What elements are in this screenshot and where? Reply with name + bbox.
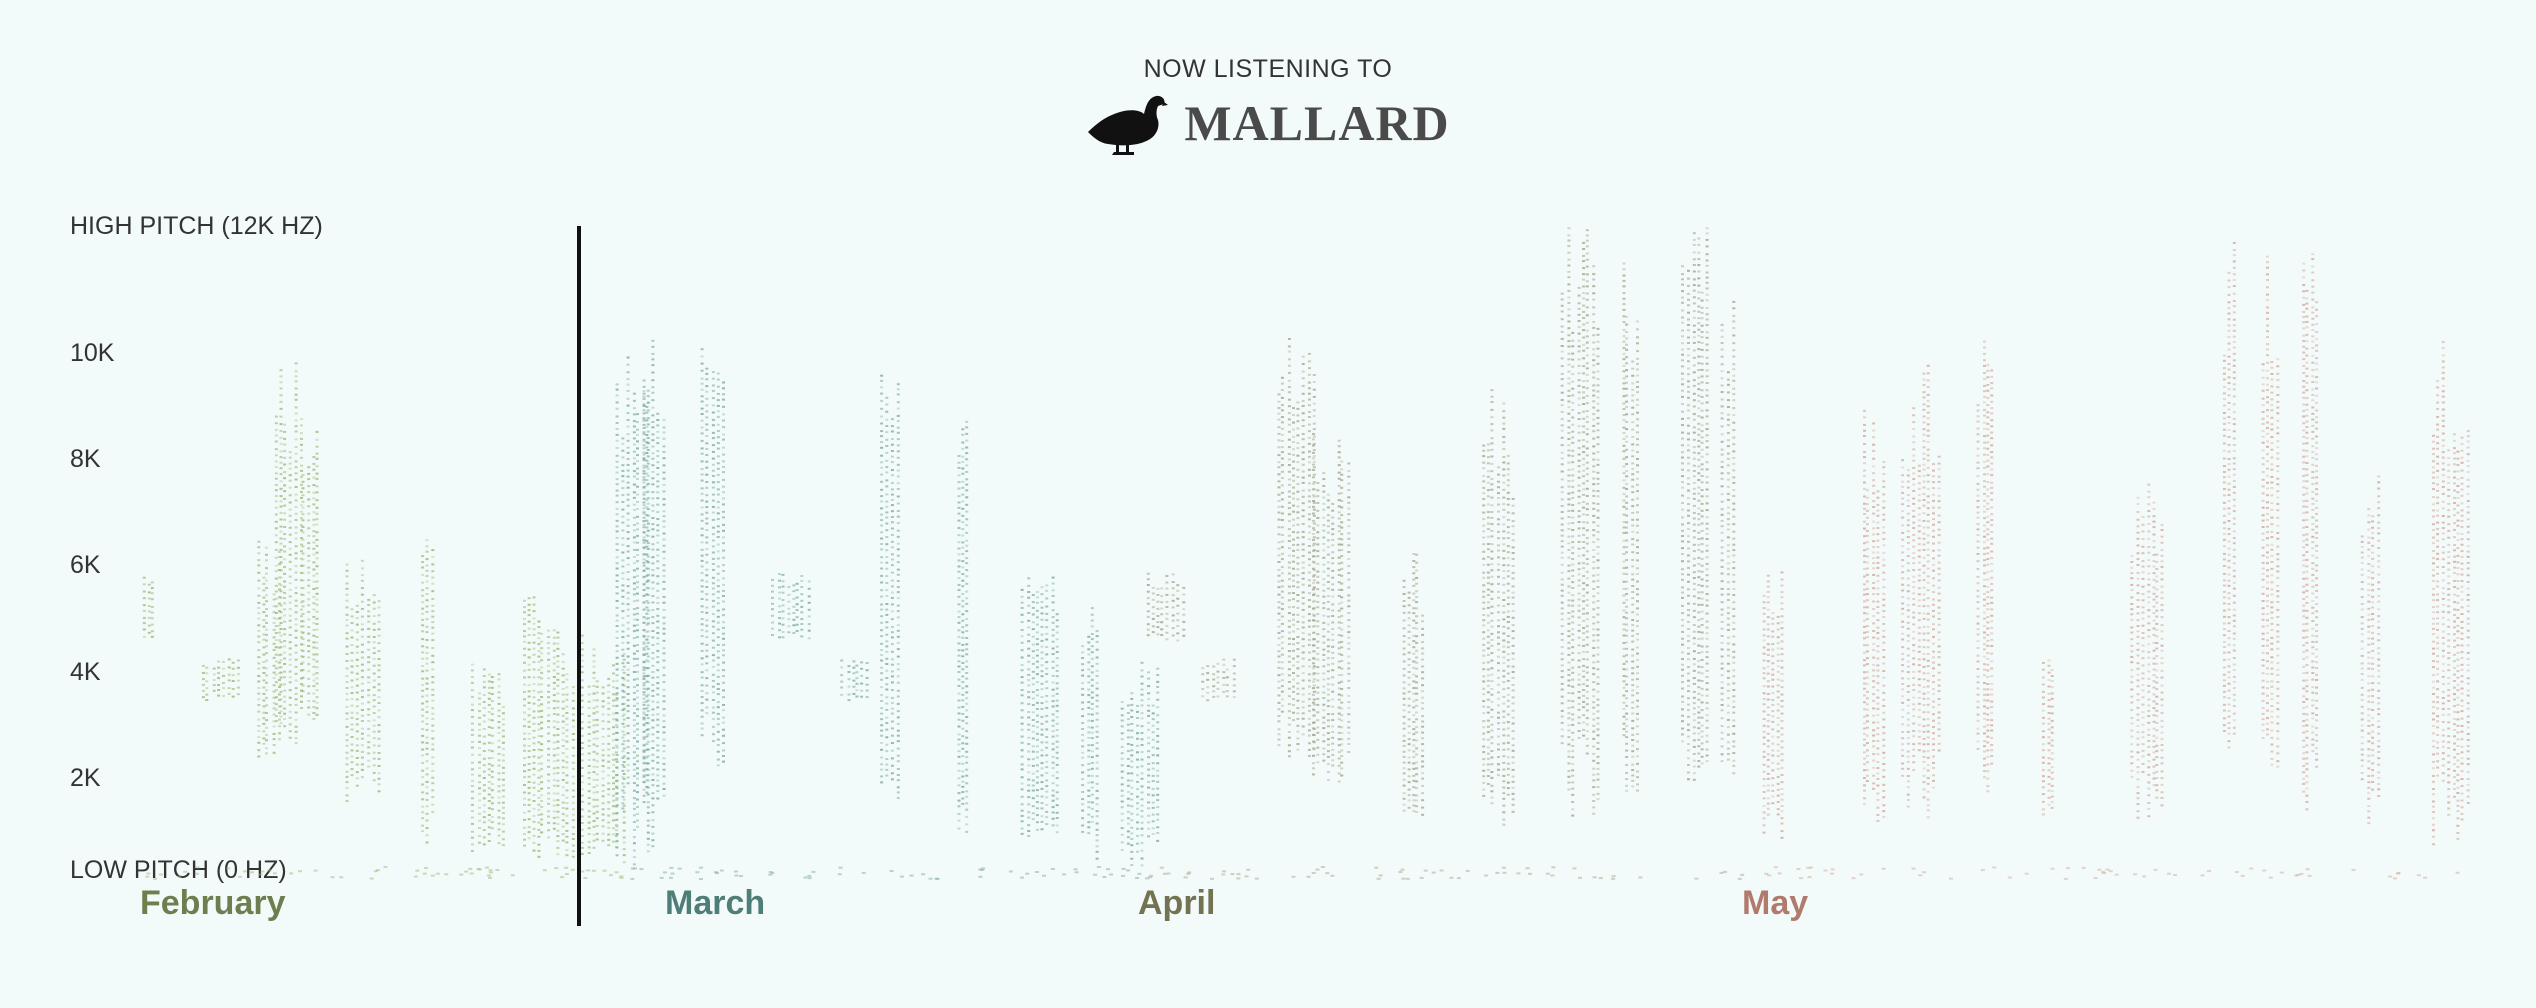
call-mark [957, 420, 969, 833]
call-mark [880, 374, 900, 799]
series-march [615, 339, 1160, 880]
y-tick-label: 10K [70, 339, 115, 367]
series-february [142, 362, 626, 880]
month-label-april: April [1138, 884, 1216, 922]
call-mark [1277, 338, 1316, 758]
call-mark [1681, 227, 1709, 781]
title-row: MALLARD [0, 88, 2536, 158]
series-april [1146, 227, 1745, 880]
y-tick-label: 4K [70, 658, 101, 686]
call-mark [1020, 576, 1059, 837]
y-axis-bottom-label: LOW PITCH (0 HZ) [70, 856, 287, 884]
now-listening-label: NOW LISTENING TO [1143, 55, 1393, 83]
species-title: MALLARD [1184, 95, 1450, 151]
call-mark [1720, 300, 1736, 775]
call-mark [1402, 553, 1425, 816]
low-band-noise [1147, 866, 1745, 880]
month-label-february: February [140, 884, 286, 922]
call-mark [561, 634, 591, 858]
low-band-noise [145, 866, 624, 880]
call-mark [2130, 483, 2164, 819]
y-tick-label: 2K [70, 764, 101, 792]
call-mark [421, 539, 435, 844]
call-mark [771, 573, 811, 640]
call-mark [700, 348, 725, 767]
low-band-noise [630, 866, 1150, 880]
duck-silhouette-icon [1088, 95, 1169, 155]
call-mark [2302, 253, 2319, 811]
call-mark [201, 658, 240, 701]
series-may [1762, 241, 2470, 880]
call-mark [642, 339, 666, 848]
call-mark [523, 596, 560, 858]
call-mark [1901, 364, 1941, 819]
call-mark [1201, 658, 1236, 702]
call-mark [1622, 262, 1639, 792]
call-mark [2041, 659, 2054, 816]
call-mark [2261, 255, 2280, 768]
header: NOW LISTENING TO MALLARD [0, 0, 2536, 200]
call-mark [1081, 607, 1099, 860]
y-axis-top-label: HIGH PITCH (12K HZ) [70, 212, 323, 240]
y-tick-label: 6K [70, 551, 101, 579]
call-mark [345, 559, 381, 803]
call-mark [2432, 341, 2470, 846]
call-mark [1482, 389, 1515, 826]
y-tick-label: 8K [70, 445, 101, 473]
call-mark [1762, 571, 1784, 839]
call-mark [257, 540, 281, 758]
call-mark [470, 663, 505, 852]
call-mark [1312, 433, 1351, 783]
call-mark [840, 659, 869, 702]
call-mark [1976, 340, 1994, 793]
call-mark [2360, 475, 2381, 825]
call-mark [1560, 227, 1600, 817]
call-mark [1120, 661, 1160, 867]
call-mark [592, 648, 626, 864]
month-label-march: March [665, 884, 766, 922]
call-mark [1146, 572, 1186, 642]
call-mark [301, 430, 319, 720]
call-mark [142, 576, 154, 638]
low-band-noise [1764, 866, 2460, 880]
month-label-may: May [1742, 884, 1809, 922]
call-mark [2222, 241, 2236, 749]
call-mark [1863, 409, 1886, 822]
